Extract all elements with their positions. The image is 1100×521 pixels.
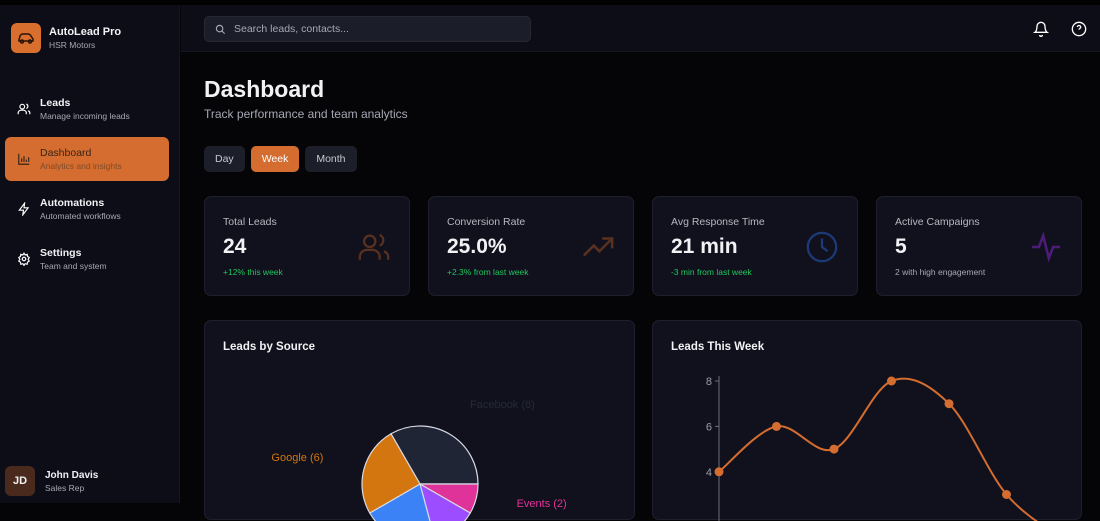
pie-slice[interactable] bbox=[390, 425, 479, 485]
users-icon bbox=[17, 102, 31, 116]
data-point[interactable] bbox=[772, 421, 781, 431]
line-chart: 4 6 8 bbox=[706, 376, 1038, 521]
trending-up-icon bbox=[582, 237, 614, 257]
avatar: JD bbox=[5, 466, 35, 496]
y-tick-label: 8 bbox=[706, 376, 712, 388]
top-bar: Search leads, contacts... bbox=[181, 5, 1100, 52]
stat-value: 24 bbox=[223, 235, 247, 258]
stat-card-avg-response-time: Avg Response Time 21 min -3 min from las… bbox=[652, 196, 858, 296]
data-point[interactable] bbox=[944, 399, 954, 409]
chart-title: Leads by Source bbox=[223, 341, 316, 353]
nav-label: Dashboard bbox=[40, 147, 92, 159]
stat-label: Conversion Rate bbox=[447, 216, 526, 228]
leads-by-source-card: Leads by Source Facebook (8) Events (2) Go… bbox=[204, 320, 635, 521]
sidebar-item-dashboard[interactable]: Dashboard Analytics and insights bbox=[5, 137, 169, 181]
stat-note: +2.3% from last week bbox=[447, 267, 529, 277]
window-top-strip bbox=[0, 0, 1100, 5]
stat-label: Total Leads bbox=[223, 216, 277, 228]
stat-note: +12% this week bbox=[223, 267, 283, 277]
users-icon bbox=[358, 233, 390, 260]
sidebar-item-settings[interactable]: Settings Team and system bbox=[5, 237, 169, 281]
nav-label: Leads bbox=[40, 97, 71, 109]
leads-this-week-card: Leads This Week 4 6 8 bbox=[652, 320, 1082, 521]
app-title: AutoLead Pro bbox=[49, 26, 122, 38]
tab-month[interactable]: Month bbox=[305, 146, 357, 172]
chart-title: Leads This Week bbox=[671, 341, 765, 353]
search-input[interactable]: Search leads, contacts... bbox=[204, 16, 531, 42]
company-name: HSR Motors bbox=[49, 40, 96, 50]
nav-sub: Analytics and insights bbox=[40, 161, 122, 171]
activity-icon bbox=[1031, 231, 1061, 263]
stat-value: 21 min bbox=[671, 235, 738, 258]
nav-sub: Automated workflows bbox=[40, 211, 121, 221]
data-point[interactable] bbox=[714, 467, 724, 477]
stat-card-total-leads: Total Leads 24 +12% this week bbox=[204, 196, 410, 296]
search-icon bbox=[215, 24, 226, 34]
nav-label: Automations bbox=[40, 197, 105, 209]
page-subtitle: Track performance and team analytics bbox=[204, 107, 408, 121]
tab-week[interactable]: Week bbox=[250, 146, 300, 172]
stat-note: -3 min from last week bbox=[671, 267, 752, 277]
search-placeholder: Search leads, contacts... bbox=[234, 23, 349, 35]
data-point[interactable] bbox=[1002, 490, 1011, 499]
stat-note: 2 with high engagement bbox=[895, 267, 986, 277]
page-title: Dashboard bbox=[204, 76, 325, 102]
user-role: Sales Rep bbox=[45, 482, 85, 493]
stat-card-conversion-rate: Conversion Rate 25.0% +2.3% from last we… bbox=[428, 196, 634, 296]
pie-label: Events (2) bbox=[517, 498, 567, 510]
sidebar-item-leads[interactable]: Leads Manage incoming leads bbox=[5, 87, 169, 131]
sidebar: AutoLead Pro HSR Motors Leads Manage inco… bbox=[0, 5, 180, 503]
sidebar-item-automations[interactable]: Automations Automated workflows bbox=[5, 187, 169, 231]
help-icon[interactable] bbox=[1071, 21, 1087, 37]
y-tick-label: 6 bbox=[706, 421, 712, 433]
stat-label: Active Campaigns bbox=[895, 216, 980, 228]
gear-icon bbox=[17, 252, 31, 266]
stat-label: Avg Response Time bbox=[671, 216, 765, 228]
user-profile[interactable]: JD John Davis Sales Rep bbox=[5, 466, 98, 496]
user-name: John Davis bbox=[45, 469, 99, 481]
pie-label: Google (6) bbox=[271, 452, 323, 464]
nav-sub: Team and system bbox=[40, 261, 107, 271]
stat-card-active-campaigns: Active Campaigns 5 2 with high engagemen… bbox=[876, 196, 1082, 296]
data-point[interactable] bbox=[887, 376, 896, 386]
period-tabs: Day Week Month bbox=[204, 146, 357, 172]
y-tick-label: 4 bbox=[706, 467, 712, 479]
line-series bbox=[718, 377, 1038, 521]
pie-chart: Facebook (8) Events (2) Google (6) bbox=[271, 399, 567, 521]
brand: AutoLead Pro HSR Motors bbox=[11, 23, 121, 53]
bar-chart-icon bbox=[17, 152, 31, 166]
stat-value: 25.0% bbox=[447, 235, 507, 258]
nav-sub: Manage incoming leads bbox=[40, 111, 130, 121]
stat-value: 5 bbox=[895, 235, 907, 258]
bell-icon[interactable] bbox=[1033, 21, 1049, 37]
nav-label: Settings bbox=[40, 247, 82, 259]
tab-day[interactable]: Day bbox=[204, 146, 245, 172]
car-icon bbox=[11, 23, 41, 53]
data-point[interactable] bbox=[829, 444, 839, 454]
clock-icon bbox=[806, 231, 838, 263]
sidebar-nav: Leads Manage incoming leads Dashboard Anal… bbox=[5, 87, 169, 287]
pie-label: Facebook (8) bbox=[470, 399, 535, 411]
lightning-icon bbox=[17, 202, 31, 216]
